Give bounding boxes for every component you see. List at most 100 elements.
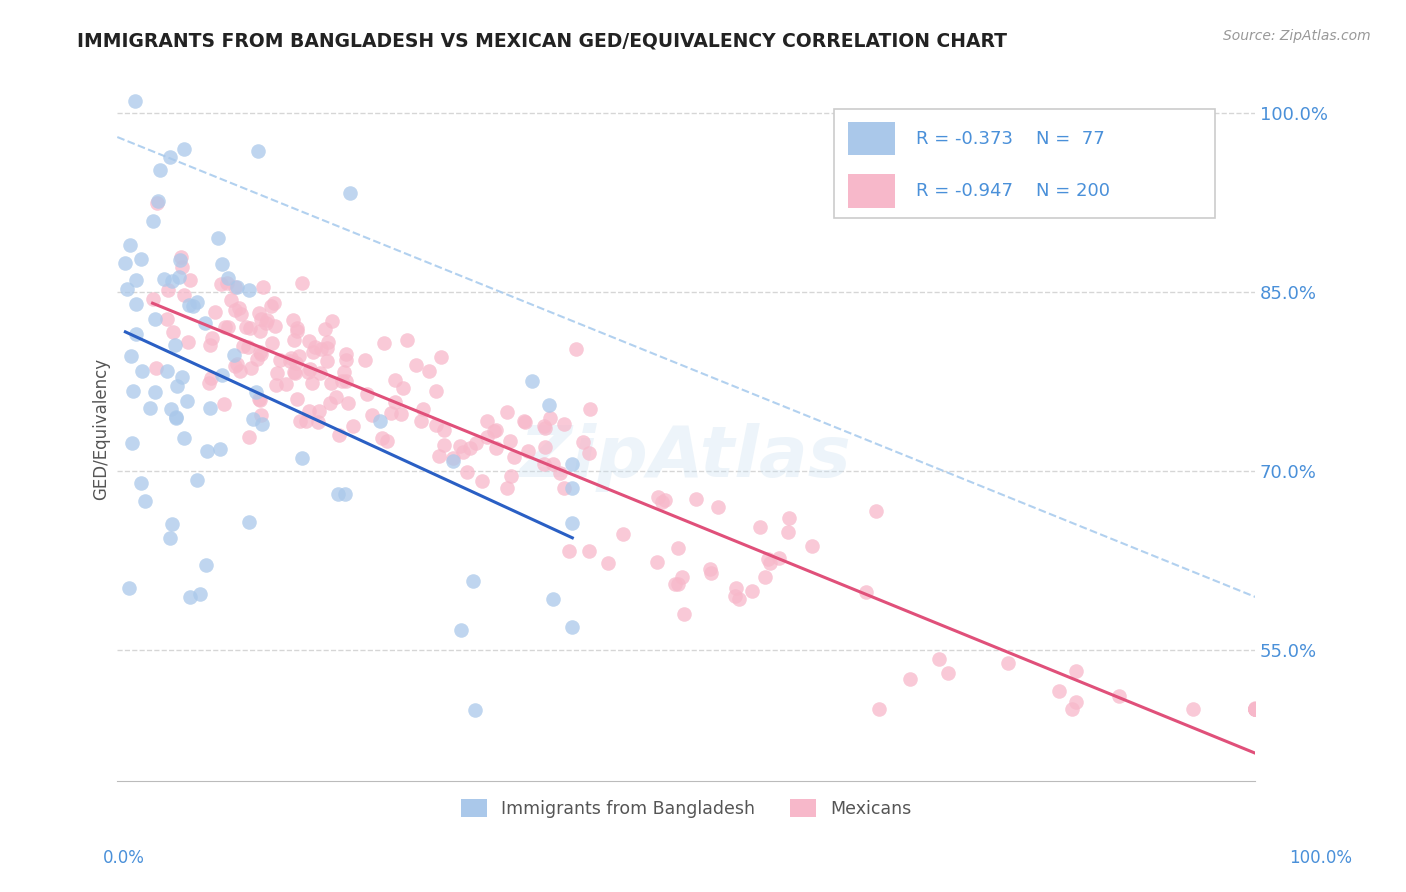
Point [513,414,536,428]
Point [328,428,350,442]
Point [342,419,364,434]
Point [1244,702,1267,716]
Point [226,357,249,371]
Point [1244,702,1267,716]
Point [283,365,305,379]
Point [224,302,246,317]
Point [1108,689,1130,703]
Point [321,314,343,328]
Point [124,95,146,109]
FancyBboxPatch shape [834,109,1215,218]
Point [142,213,165,227]
Point [167,269,190,284]
Point [596,556,619,570]
Point [252,417,274,431]
Point [211,368,233,382]
Point [209,277,232,292]
Point [485,423,508,437]
Point [145,361,167,376]
Point [242,412,264,426]
Point [166,379,188,393]
Point [578,446,600,460]
Point [1244,702,1267,716]
Point [156,363,179,377]
Point [291,450,314,465]
Point [724,589,747,603]
Point [208,442,231,456]
Point [250,409,273,423]
Point [139,401,162,416]
Point [194,316,217,330]
Point [748,520,770,534]
Point [316,335,339,350]
Point [384,395,406,409]
Point [700,566,723,581]
Point [207,231,229,245]
Point [285,324,308,338]
Point [231,338,253,352]
Point [441,454,464,468]
Point [561,516,583,530]
Point [217,276,239,290]
Point [159,150,181,164]
Point [1244,702,1267,716]
Point [707,500,730,515]
Point [335,347,357,361]
Point [288,414,311,428]
Point [204,305,226,319]
Point [724,581,747,595]
Point [195,558,218,572]
Point [534,421,557,435]
Point [727,591,749,606]
Point [458,442,481,456]
Point [129,252,152,266]
Point [163,338,186,352]
Point [262,335,284,350]
Point [515,415,537,429]
Point [451,445,474,459]
Text: 0.0%: 0.0% [103,849,145,867]
Point [936,665,959,680]
Point [249,324,271,338]
Point [285,392,308,406]
Point [298,334,321,349]
Point [741,583,763,598]
Point [169,253,191,268]
Point [224,359,246,373]
Point [405,359,427,373]
Point [395,334,418,348]
Point [534,440,557,454]
Point [425,384,447,398]
Point [236,340,259,354]
Point [333,365,356,379]
Point [170,369,193,384]
Point [699,562,721,576]
Point [868,702,890,716]
Point [211,257,233,271]
Point [865,504,887,518]
Point [776,525,799,540]
Point [297,365,319,379]
Point [475,414,498,428]
Point [685,492,707,507]
FancyBboxPatch shape [848,121,896,155]
Point [162,517,184,532]
Point [143,384,166,399]
Point [651,494,673,508]
Point [541,591,564,606]
Point [239,360,262,375]
Point [117,282,139,296]
Point [266,366,288,380]
Point [384,373,406,387]
Point [165,410,187,425]
Point [228,301,250,315]
Point [121,435,143,450]
Legend: Immigrants from Bangladesh, Mexicans: Immigrants from Bangladesh, Mexicans [454,792,918,825]
Point [252,279,274,293]
Point [801,540,824,554]
Point [212,397,235,411]
Point [1244,701,1267,715]
Point [214,319,236,334]
Point [159,531,181,545]
Point [288,349,311,363]
